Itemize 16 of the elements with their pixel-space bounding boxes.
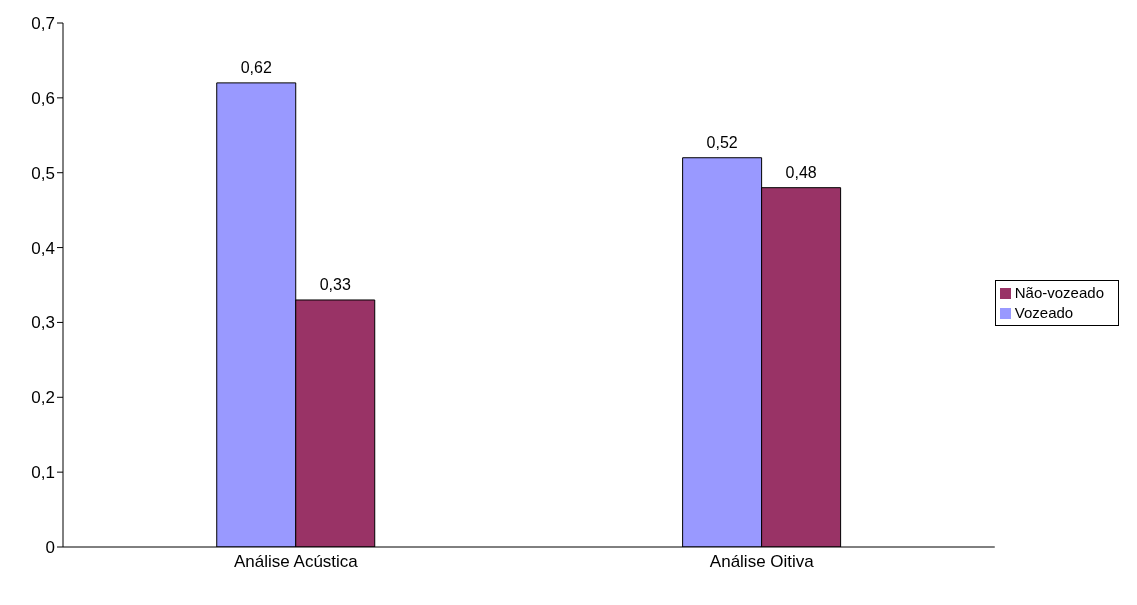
data-label: 0,48 <box>785 163 817 181</box>
legend-label: Não-vozeado <box>1014 283 1104 301</box>
y-tick-label: 0 <box>45 538 55 558</box>
y-tick-label: 0,6 <box>31 88 55 108</box>
data-label: 0,33 <box>319 275 351 293</box>
y-tick-label: 0,4 <box>31 238 55 258</box>
data-label: 0,62 <box>240 58 272 76</box>
x-tick-label: Análise Acústica <box>234 552 359 572</box>
data-label: 0,52 <box>706 133 738 151</box>
y-tick-label: 0,7 <box>31 14 55 34</box>
legend-label: Vozeado <box>1014 303 1074 321</box>
y-tick-label: 0,2 <box>31 388 55 408</box>
y-tick-label: 0,5 <box>31 163 55 183</box>
y-tick-label: 0,1 <box>31 463 55 483</box>
x-tick-label: Análise Oitiva <box>709 552 815 572</box>
y-tick-label: 0,3 <box>31 313 55 333</box>
